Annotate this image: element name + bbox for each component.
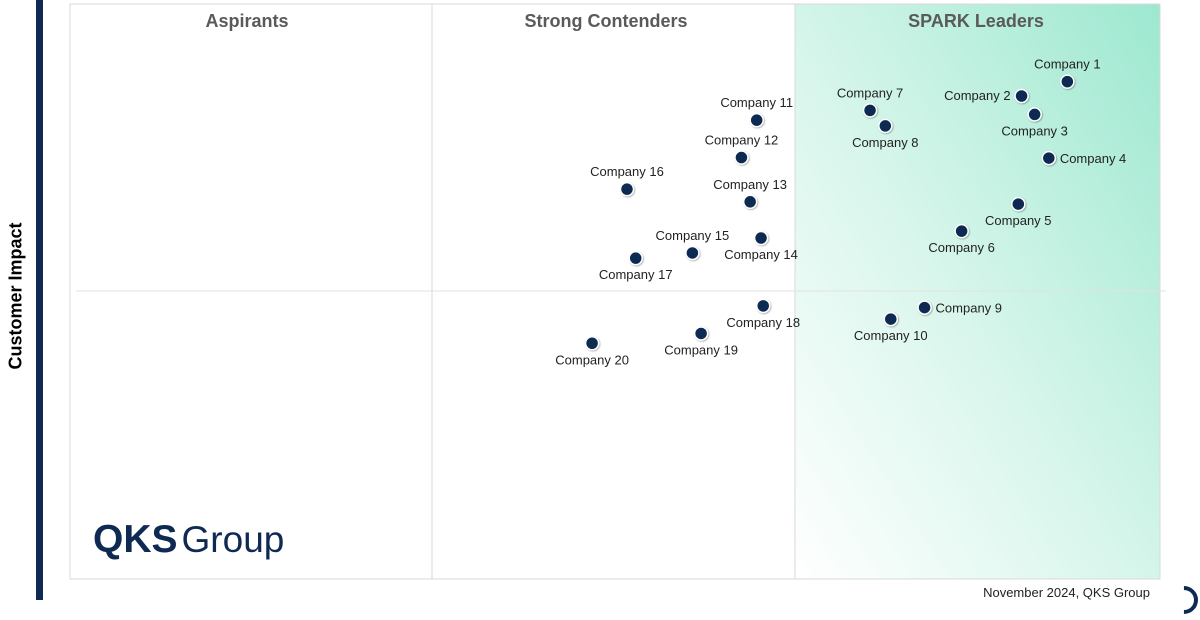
point-label-company-3: Company 3 xyxy=(1001,123,1067,138)
point-company-19 xyxy=(693,326,709,341)
left-accent-bar xyxy=(36,0,43,600)
point-company-9 xyxy=(917,300,932,315)
point-company-11 xyxy=(749,112,764,128)
point-label-company-4: Company 4 xyxy=(1060,151,1126,166)
point-label-company-10: Company 10 xyxy=(854,328,928,343)
point-company-18 xyxy=(755,298,771,314)
point-label-company-12: Company 12 xyxy=(705,133,779,148)
quadrant-title-aspirants: Aspirants xyxy=(205,11,288,31)
point-label-company-14: Company 14 xyxy=(724,247,798,262)
point-company-12 xyxy=(734,150,749,165)
point-label-company-5: Company 5 xyxy=(985,213,1051,228)
logo-qks: QKS xyxy=(93,518,178,561)
qks-group-logo: QKS Group xyxy=(93,518,284,562)
point-label-company-8: Company 8 xyxy=(852,135,918,150)
point-label-company-16: Company 16 xyxy=(590,164,664,179)
logo-group: Group xyxy=(181,519,285,560)
point-company-6 xyxy=(954,223,969,239)
point-company-4 xyxy=(1041,150,1057,166)
footer-credit: November 2024, QKS Group xyxy=(983,585,1150,600)
point-label-company-20: Company 20 xyxy=(555,352,629,367)
point-company-7 xyxy=(862,103,878,118)
point-label-company-15: Company 15 xyxy=(656,228,730,243)
point-company-13 xyxy=(742,194,758,210)
point-label-company-18: Company 18 xyxy=(726,315,800,330)
point-company-8 xyxy=(878,118,893,134)
quadrant-chart: Aspirants Strong Contenders SPARK Leader… xyxy=(69,3,1166,580)
point-label-company-1: Company 1 xyxy=(1034,57,1100,72)
point-company-17 xyxy=(628,250,643,266)
point-company-16 xyxy=(619,181,635,197)
point-company-2 xyxy=(1014,88,1029,104)
point-label-company-9: Company 9 xyxy=(936,301,1002,316)
point-label-company-19: Company 19 xyxy=(664,342,738,357)
point-label-company-6: Company 6 xyxy=(928,240,994,255)
point-company-10 xyxy=(883,311,899,327)
point-company-15 xyxy=(685,245,700,261)
quadrant-title-spark-leaders: SPARK Leaders xyxy=(908,11,1044,31)
point-company-1 xyxy=(1060,74,1075,89)
point-company-14 xyxy=(753,230,769,246)
quadrant-title-strong-contenders: Strong Contenders xyxy=(524,11,687,31)
point-company-5 xyxy=(1011,196,1026,212)
point-label-company-2: Company 2 xyxy=(944,88,1010,103)
point-label-company-11: Company 11 xyxy=(720,95,793,110)
point-company-3 xyxy=(1027,107,1042,122)
point-label-company-7: Company 7 xyxy=(837,85,903,100)
point-label-company-17: Company 17 xyxy=(599,267,673,282)
point-label-company-13: Company 13 xyxy=(713,177,787,192)
point-company-20 xyxy=(584,336,600,351)
points-layer: Company 1 Company 2 Company 3 Company 4 Comp… xyxy=(555,57,1126,368)
